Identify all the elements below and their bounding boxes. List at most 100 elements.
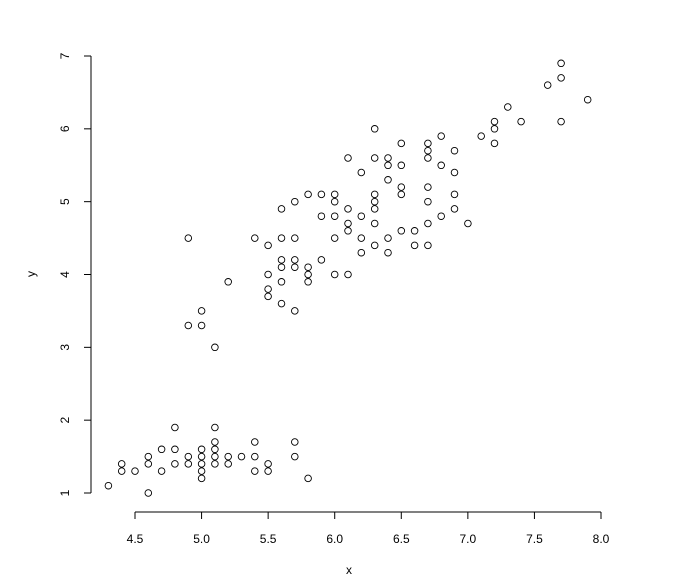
data-point xyxy=(357,212,366,220)
data-point xyxy=(144,460,153,468)
data-point xyxy=(304,263,312,271)
data-point xyxy=(317,190,326,199)
data-point xyxy=(450,190,459,199)
data-point xyxy=(344,219,352,228)
data-point xyxy=(543,81,552,89)
data-point xyxy=(171,445,179,454)
data-point xyxy=(197,467,206,475)
data-point xyxy=(104,481,113,490)
data-point xyxy=(224,278,232,286)
data-point xyxy=(277,205,286,213)
data-point xyxy=(224,452,232,461)
data-point xyxy=(291,256,299,264)
y-tick-label: 6 xyxy=(58,125,72,132)
data-point xyxy=(370,154,379,162)
data-point xyxy=(370,197,379,206)
data-point xyxy=(197,445,206,454)
data-point xyxy=(410,241,419,250)
data-point xyxy=(450,205,459,213)
data-point xyxy=(304,270,312,279)
data-point xyxy=(557,117,565,126)
data-point xyxy=(344,205,352,213)
data-point xyxy=(277,234,286,242)
data-point xyxy=(277,278,286,286)
data-point xyxy=(517,117,525,126)
y-tick-label: 5 xyxy=(58,198,72,205)
data-point xyxy=(424,154,432,162)
data-point xyxy=(197,460,206,468)
y-axis: 1 2 3 4 5 6 7 xyxy=(58,52,92,496)
data-point xyxy=(357,234,366,242)
data-point xyxy=(330,270,339,279)
data-point xyxy=(224,460,232,468)
data-point xyxy=(184,234,193,242)
data-point xyxy=(344,227,352,235)
data-point xyxy=(197,452,206,461)
data-point xyxy=(384,161,392,170)
data-point xyxy=(357,248,366,257)
data-point xyxy=(424,219,432,228)
data-point xyxy=(557,74,565,82)
data-point xyxy=(211,423,219,432)
data-point xyxy=(357,168,366,177)
x-tick-label: 7.0 xyxy=(460,532,477,546)
data-point xyxy=(264,270,272,279)
data-point xyxy=(197,474,206,483)
x-tick-label: 6.5 xyxy=(393,532,410,546)
data-point xyxy=(157,467,166,475)
y-tick-label: 2 xyxy=(58,417,72,424)
y-tick-label: 4 xyxy=(58,271,72,278)
data-point xyxy=(424,139,432,148)
x-tick-label: 5.0 xyxy=(193,532,210,546)
data-point xyxy=(557,59,565,68)
data-point xyxy=(211,343,219,352)
data-point xyxy=(117,460,126,468)
data-point xyxy=(370,125,379,133)
x-axis: 4.5 5.0 5.5 6.0 6.5 7.0 7.5 8.0 xyxy=(127,511,610,546)
data-point xyxy=(291,452,299,461)
data-point xyxy=(424,197,432,206)
data-point xyxy=(171,460,179,468)
data-point xyxy=(424,146,432,155)
data-point xyxy=(211,452,219,461)
data-point xyxy=(251,467,259,475)
data-point xyxy=(370,241,379,250)
data-point xyxy=(184,321,193,330)
data-point xyxy=(477,132,485,140)
data-point xyxy=(184,460,193,468)
y-tick-label: 3 xyxy=(58,344,72,351)
data-point xyxy=(397,183,406,191)
data-point xyxy=(264,285,272,293)
data-point xyxy=(384,234,392,242)
data-point xyxy=(330,190,339,199)
data-point xyxy=(171,423,179,432)
data-point xyxy=(330,197,339,206)
data-point xyxy=(583,95,592,104)
data-point xyxy=(304,278,312,286)
data-point xyxy=(317,212,326,220)
data-point xyxy=(384,154,392,162)
data-point xyxy=(211,460,219,468)
data-point xyxy=(450,168,459,177)
data-point xyxy=(504,103,512,111)
data-point xyxy=(330,234,339,242)
data-point xyxy=(424,183,432,191)
data-point xyxy=(264,292,272,301)
data-point xyxy=(277,263,286,271)
data-point xyxy=(384,248,392,257)
data-point xyxy=(264,241,272,250)
x-axis-label: x xyxy=(346,563,352,576)
y-axis-label: y xyxy=(24,271,38,277)
data-point xyxy=(251,234,259,242)
data-point xyxy=(410,227,419,235)
data-point xyxy=(397,139,406,148)
y-tick-label: 7 xyxy=(58,52,72,59)
data-point xyxy=(344,270,352,279)
data-point xyxy=(464,219,472,228)
data-point xyxy=(277,256,286,264)
data-point xyxy=(264,460,272,468)
data-point xyxy=(490,139,499,148)
x-tick-label: 5.5 xyxy=(260,532,277,546)
data-point xyxy=(197,321,206,330)
